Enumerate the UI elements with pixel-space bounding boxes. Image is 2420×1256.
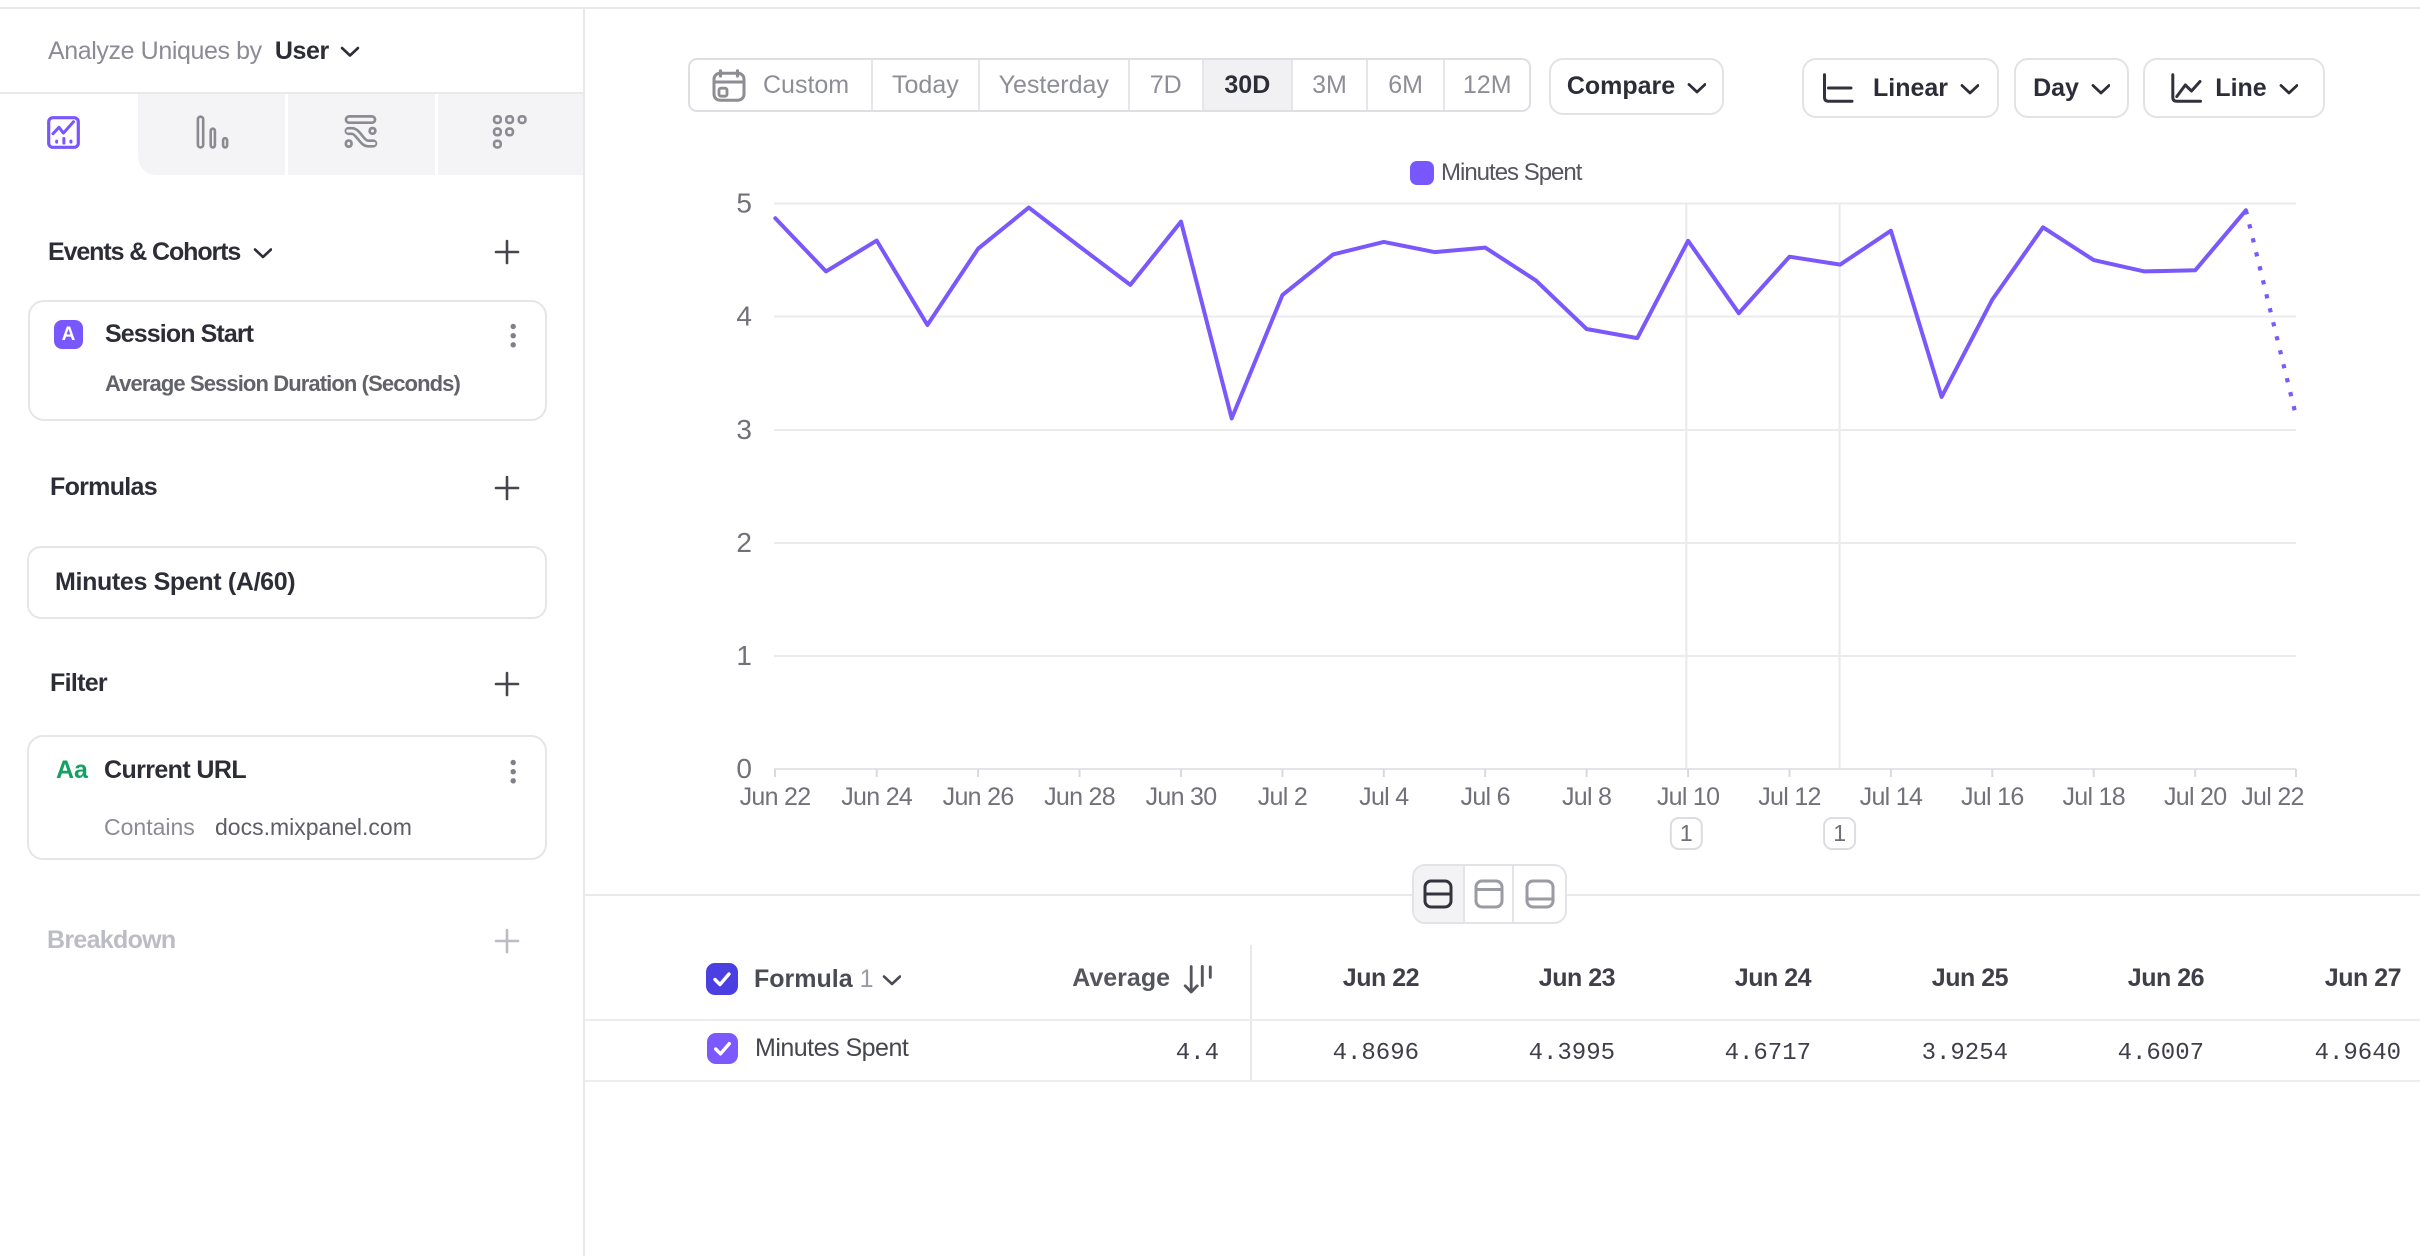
svg-text:Jul 12: Jul 12 [1758,783,1821,811]
svg-text:4: 4 [736,301,752,332]
svg-text:Jul 22: Jul 22 [2241,783,2304,811]
svg-text:Jul 10: Jul 10 [1657,783,1720,811]
svg-text:5: 5 [736,188,752,219]
svg-text:Jun 24: Jun 24 [841,783,913,811]
svg-text:Jun 30: Jun 30 [1146,783,1217,811]
svg-text:Jul 6: Jul 6 [1461,783,1510,811]
svg-text:Jul 16: Jul 16 [1961,783,2024,811]
svg-text:1: 1 [1833,820,1846,846]
svg-text:Jun 26: Jun 26 [943,783,1014,811]
svg-text:1: 1 [736,640,752,671]
svg-text:3: 3 [736,414,752,445]
svg-text:Jul 20: Jul 20 [2164,783,2227,811]
svg-text:Jun 28: Jun 28 [1044,783,1115,811]
svg-text:Jul 8: Jul 8 [1562,783,1611,811]
svg-text:Jul 4: Jul 4 [1359,783,1409,811]
svg-text:Jun 22: Jun 22 [740,783,811,811]
svg-text:2: 2 [736,527,752,558]
svg-text:Jul 18: Jul 18 [2062,783,2125,811]
svg-text:Jul 2: Jul 2 [1258,783,1307,811]
svg-text:1: 1 [1680,820,1693,846]
svg-text:Jul 14: Jul 14 [1860,783,1923,811]
svg-text:0: 0 [736,753,752,784]
